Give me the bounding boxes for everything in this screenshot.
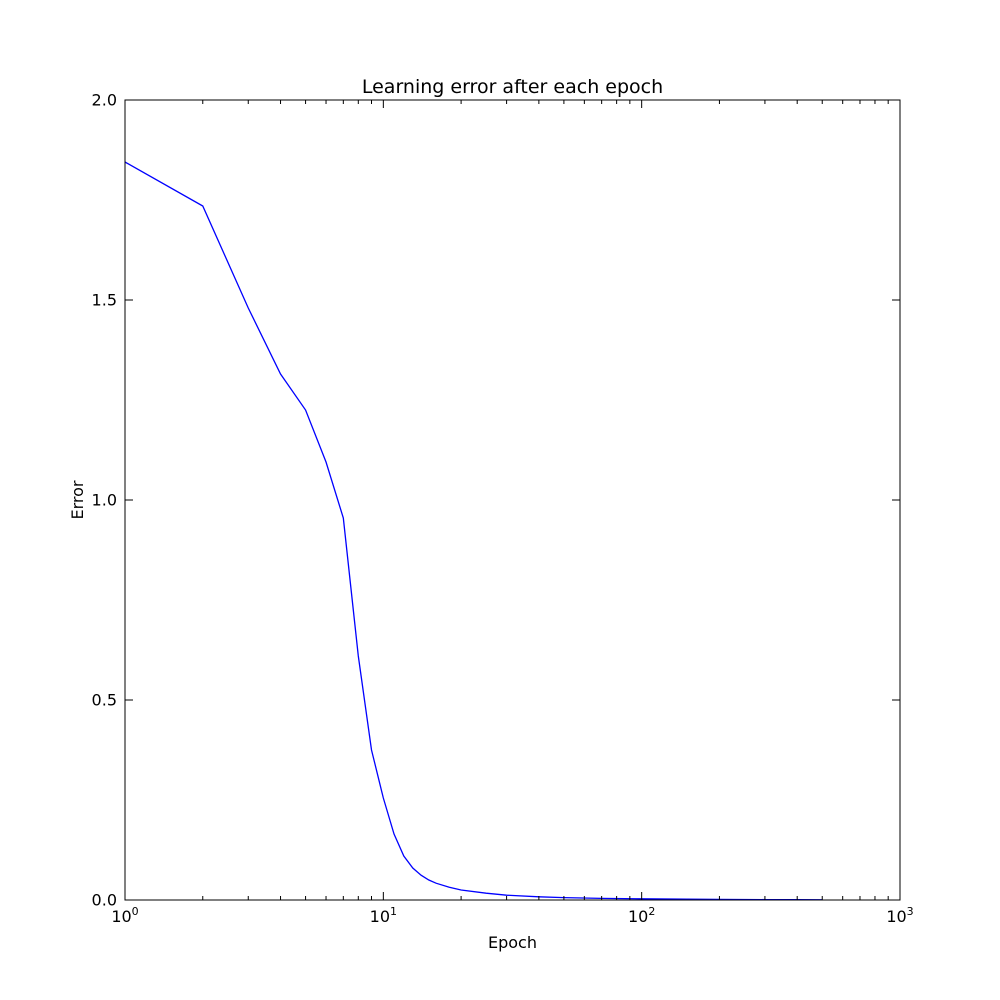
chart-title: Learning error after each epoch [362,76,663,98]
x-tick-label: 103 [886,905,913,926]
x-tick-label: 102 [628,905,655,926]
y-tick-label: 1.0 [92,491,117,510]
y-tick-labels: 0.0 0.5 1.0 1.5 2.0 [92,91,117,910]
plot-area [125,100,900,900]
series-line [124,161,823,901]
x-tick-label: 100 [111,905,138,926]
x-tick-labels: 100 101 102 103 [111,905,913,926]
y-tick-label: 0.5 [92,691,117,710]
plot-frame [124,99,901,901]
y-tick-label: 0.0 [92,891,117,910]
y-tick-label: 2.0 [92,91,117,110]
y-tick-label: 1.5 [92,291,117,310]
series-layer [124,161,823,901]
tick-layer [124,99,901,901]
y-axis-label: Error [68,480,87,519]
x-axis-label: Epoch [488,933,537,952]
x-tick-label: 101 [370,905,397,926]
